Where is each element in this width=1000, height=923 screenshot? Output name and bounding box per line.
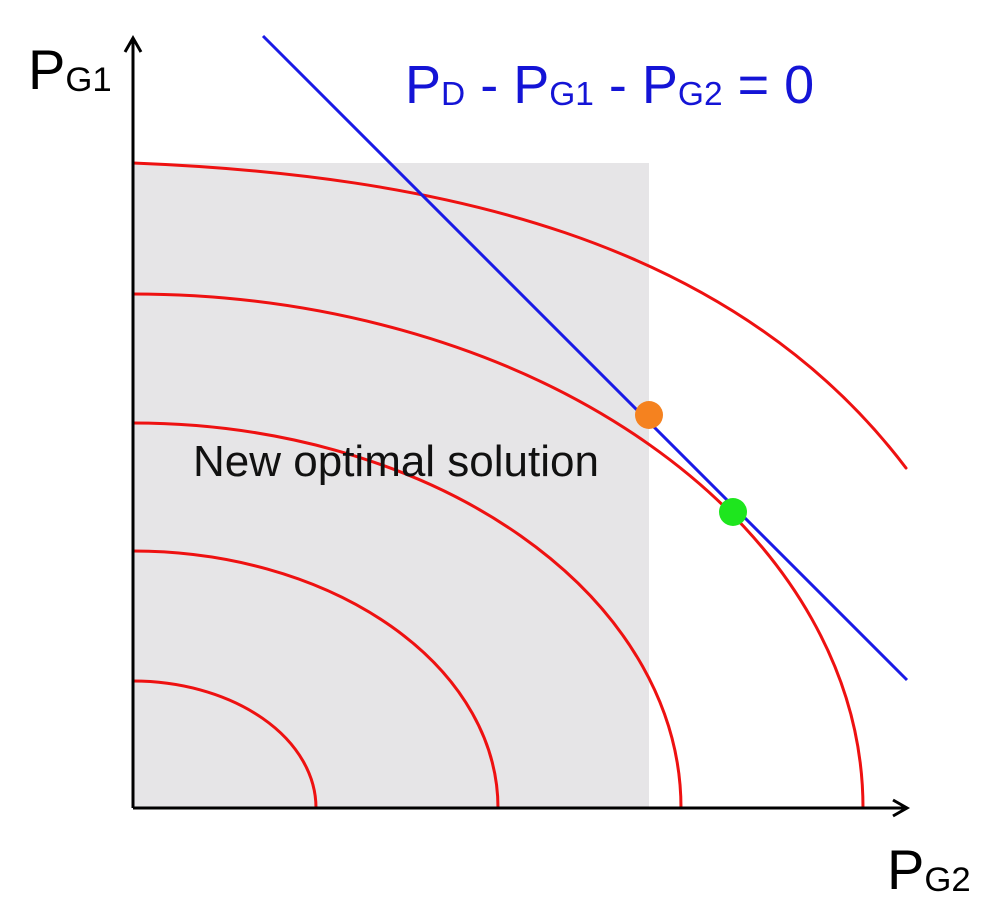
y-axis-label: PG1 (28, 38, 112, 101)
cost-contour-4 (131, 292, 865, 810)
cost-contour-2 (131, 549, 500, 810)
feasible-region (133, 163, 649, 808)
new-optimum-point (635, 401, 663, 429)
new-optimal-solution-label: New optimal solution (193, 437, 599, 486)
power-balance-line (261, 34, 909, 682)
cost-contour-1 (131, 679, 318, 810)
y-axis-arrowhead (123, 34, 143, 53)
old-optimum-point (719, 498, 747, 526)
cost-contour-3 (131, 421, 683, 810)
x-axis-arrowhead (892, 798, 911, 818)
power-balance-equation: PD - PG1 - PG2 = 0 (405, 55, 815, 115)
cost-contour-5 (131, 161, 908, 470)
x-axis-label: PG2 (887, 838, 971, 901)
